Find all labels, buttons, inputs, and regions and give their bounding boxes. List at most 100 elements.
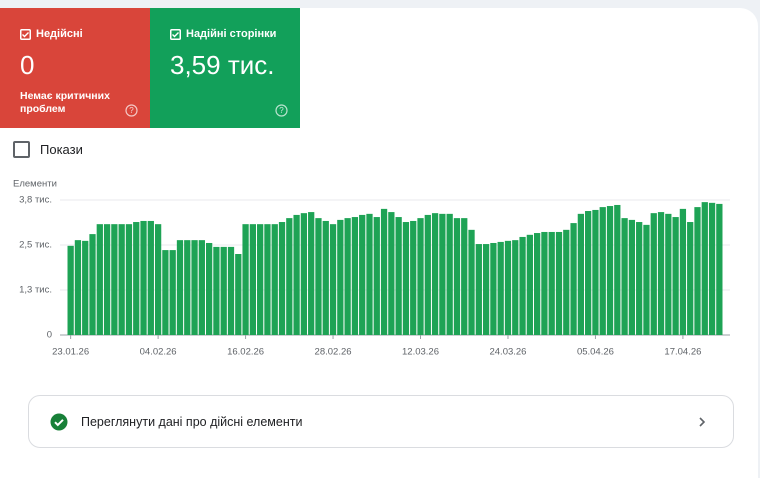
bar: [329, 224, 337, 335]
bar: [606, 206, 614, 335]
bar: [264, 224, 271, 335]
bar: [541, 231, 548, 335]
bar: [380, 208, 388, 335]
help-icon[interactable]: ?: [275, 104, 288, 117]
bar: [351, 217, 359, 335]
bar: [242, 224, 249, 335]
x-tick-label: 12.03.26: [402, 347, 439, 358]
bar: [67, 245, 74, 335]
x-tick-label: 04.02.26: [140, 347, 177, 358]
bar: [585, 211, 592, 335]
bar: [563, 229, 570, 335]
bar: [337, 219, 344, 335]
bar: [96, 224, 103, 335]
bar: [453, 218, 461, 335]
bar: [227, 246, 235, 335]
tile-label-text: Надійні сторінки: [186, 28, 277, 40]
tile-value: 0: [20, 50, 35, 80]
bar: [176, 240, 184, 335]
bar: [701, 202, 708, 335]
bar: [344, 218, 351, 335]
bar: [482, 244, 490, 335]
bar: [213, 246, 220, 335]
bar: [614, 204, 621, 335]
link-card[interactable]: Переглянути дані про дійсні елементи: [28, 395, 734, 448]
bar: [322, 220, 329, 335]
bar: [191, 240, 198, 335]
bar: [118, 224, 125, 335]
bar: [643, 224, 650, 335]
bar: [169, 250, 176, 335]
bar: [636, 222, 643, 335]
ok-icon: [50, 413, 68, 430]
tile-label: Надійні сторінки: [170, 28, 276, 40]
bar: [526, 234, 533, 335]
bar: [570, 223, 577, 335]
link-text: Переглянути дані про дійсні елементи: [81, 414, 303, 429]
tile-label: Недійсні: [20, 28, 83, 40]
check-icon: [170, 28, 181, 40]
bar: [74, 240, 82, 335]
bar: [133, 222, 140, 335]
bar: [555, 231, 563, 335]
bar: [359, 214, 366, 335]
bar: [679, 208, 687, 335]
bar: [424, 214, 431, 335]
x-tick-label: 05.04.26: [577, 347, 614, 358]
bar: [672, 217, 679, 335]
tile-note: Немає критичних проблем: [20, 90, 110, 115]
bar: [716, 203, 723, 335]
bar: [621, 218, 628, 335]
svg-text:?: ?: [279, 106, 284, 115]
bar: [184, 240, 191, 335]
tile-label-text: Недійсні: [36, 28, 83, 40]
bar: [599, 207, 606, 335]
checkbox-box: [13, 141, 30, 158]
bar: [154, 224, 162, 335]
bar: [490, 242, 497, 335]
bar: [519, 236, 526, 335]
bar: [147, 220, 154, 335]
y-tick-label: 0: [47, 330, 52, 341]
bar: [410, 220, 417, 335]
svg-text:?: ?: [129, 106, 134, 115]
bar: [286, 218, 293, 335]
tile-value: 3,59 тис.: [170, 50, 275, 80]
help-icon[interactable]: ?: [125, 104, 138, 117]
bar: [504, 240, 512, 335]
x-tick-label: 28.02.26: [315, 347, 352, 358]
bar: [548, 231, 555, 335]
bar: [512, 240, 519, 335]
bar: [461, 218, 468, 335]
tile-valid[interactable]: Надійні сторінки 3,59 тис. ?: [150, 8, 300, 128]
bar: [431, 213, 439, 335]
bar: [497, 241, 504, 335]
bar: [366, 213, 373, 335]
bar: [533, 233, 541, 335]
bar: [278, 222, 286, 335]
bar: [373, 217, 380, 335]
bar: [293, 214, 300, 335]
bar: [140, 220, 147, 335]
y-tick-label: 3,8 тис.: [19, 195, 52, 206]
bar: [694, 207, 701, 335]
tile-invalid[interactable]: Недійсні 0 Немає критичних проблем ?: [0, 8, 150, 128]
bar: [162, 250, 169, 335]
bar: [395, 217, 402, 335]
bar: [257, 224, 264, 335]
bar: [665, 213, 672, 335]
bar: [628, 219, 636, 335]
checkbox[interactable]: Покази: [13, 141, 83, 158]
chevron: [699, 416, 706, 427]
check-icon: [20, 28, 31, 40]
bar: [592, 209, 599, 335]
bar: [205, 242, 213, 335]
bar: [89, 234, 96, 335]
bar: [220, 246, 227, 335]
bar: [111, 224, 118, 335]
y-axis-title: Елементи: [13, 179, 57, 190]
x-tick-label: 16.02.26: [227, 347, 264, 358]
x-tick-label: 24.03.26: [489, 347, 526, 358]
x-tick-label: 17.04.26: [664, 347, 701, 358]
bar: [315, 218, 322, 335]
